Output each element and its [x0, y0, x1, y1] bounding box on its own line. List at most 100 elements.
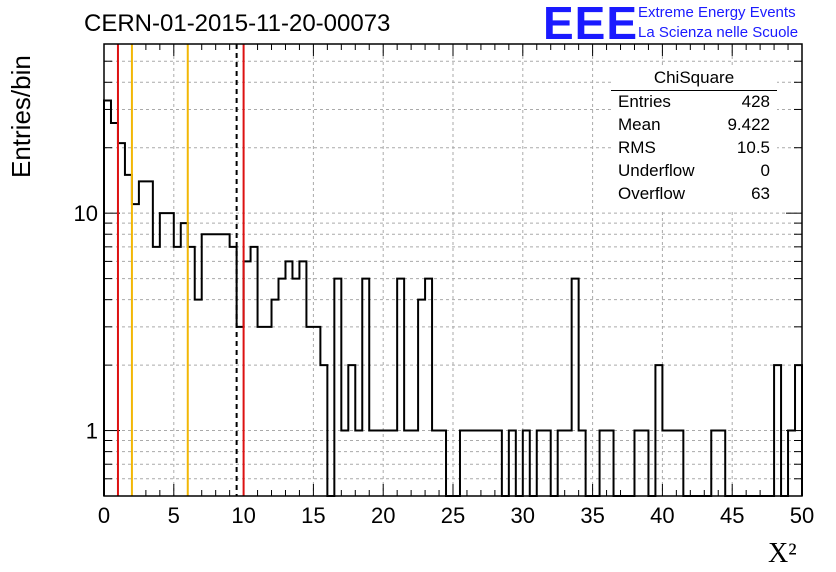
chart-title: CERN-01-2015-11-20-00073 — [84, 10, 391, 37]
histogram-bin — [153, 247, 160, 496]
histogram-bin — [655, 365, 662, 496]
histogram-bin — [537, 431, 544, 496]
histogram-bin — [711, 431, 718, 496]
stats-box: ChiSquare Entries 428 Mean 9.422 RMS 10.… — [611, 68, 777, 210]
histogram-bin — [439, 431, 446, 496]
histogram-bin — [579, 431, 586, 496]
histogram-bin — [662, 431, 669, 496]
histogram-bin — [160, 213, 167, 496]
histogram-bin — [418, 300, 425, 496]
stats-title: ChiSquare — [653, 68, 735, 87]
histogram-bin — [467, 431, 474, 496]
histogram-bin — [383, 431, 390, 496]
histogram-bin — [299, 261, 306, 496]
histogram-bin — [320, 365, 327, 496]
histogram-bin — [509, 431, 516, 496]
histogram-bin — [676, 431, 683, 496]
stats-row-underflow: Underflow 0 — [618, 161, 770, 184]
histogram-bin — [174, 247, 181, 496]
stats-value: 0 — [760, 161, 770, 180]
histogram-bin — [125, 175, 132, 496]
histogram-bin — [600, 431, 607, 496]
x-tick-label: 20 — [371, 503, 395, 528]
histogram-bin — [481, 431, 488, 496]
x-tick-label: 0 — [98, 503, 110, 528]
histogram-bin — [432, 431, 439, 496]
histogram-bin — [265, 327, 272, 496]
histogram-bin — [523, 431, 530, 496]
y-tick-label: 10 — [74, 201, 98, 226]
histogram-bin — [313, 327, 320, 496]
histogram-bin — [216, 234, 223, 496]
x-tick-label: 25 — [441, 503, 465, 528]
logo-subtitle-1: Extreme Energy Events — [638, 4, 796, 21]
histogram-bin — [488, 431, 495, 496]
histogram-bin — [774, 365, 781, 496]
histogram-bin — [607, 431, 614, 496]
stats-row-entries: Entries 428 — [618, 92, 770, 115]
y-axis-label: Entries/bin — [6, 55, 36, 178]
histogram-bin — [348, 365, 355, 496]
x-tick-label: 15 — [301, 503, 325, 528]
histogram-bin — [376, 431, 383, 496]
histogram-bin — [202, 234, 209, 496]
histogram-bin — [111, 123, 118, 496]
x-tick-label: 45 — [720, 503, 744, 528]
histogram-bin — [139, 181, 146, 496]
histogram-bin — [669, 431, 676, 496]
stats-value: 10.5 — [736, 138, 770, 157]
x-axis-label: X² — [768, 538, 797, 569]
x-tick-label: 5 — [168, 503, 180, 528]
plot-frame — [103, 43, 803, 497]
histogram-bin — [572, 279, 579, 496]
histogram-bin — [223, 234, 230, 496]
histogram-bin — [167, 213, 174, 496]
histogram-bin — [544, 431, 551, 496]
histogram-bin — [788, 431, 795, 496]
y-tick-label: 1 — [86, 419, 98, 444]
histogram-bin — [634, 431, 641, 496]
stats-key: Mean — [618, 115, 661, 134]
histogram-bin — [146, 181, 153, 496]
histogram-bin — [306, 327, 313, 496]
histogram-bin — [362, 279, 369, 496]
stats-key: Underflow — [618, 161, 695, 180]
stats-row-mean: Mean 9.422 — [618, 115, 770, 138]
eee-logo: EEE — [543, 0, 639, 49]
histogram-bin — [404, 431, 411, 496]
histogram-bin — [390, 431, 397, 496]
histogram-bin — [230, 247, 237, 496]
x-tick-label: 35 — [580, 503, 604, 528]
histogram-bin — [558, 431, 565, 496]
x-tick-label: 40 — [650, 503, 674, 528]
stats-title-rule — [611, 90, 777, 91]
stats-key: Overflow — [618, 184, 686, 203]
histogram-bin — [795, 365, 802, 496]
stats-value: 428 — [741, 92, 770, 111]
histogram-bin — [251, 247, 258, 496]
histogram-bin — [718, 431, 725, 496]
histogram-bin — [188, 247, 195, 496]
x-tick-label: 10 — [231, 503, 255, 528]
histogram-bin — [195, 300, 202, 496]
histogram-bin — [474, 431, 481, 496]
stats-value: 9.422 — [727, 115, 770, 134]
histogram-bin — [425, 279, 432, 496]
stats-row-rms: RMS 10.5 — [618, 138, 770, 161]
histogram-bin — [565, 431, 572, 496]
histogram-bin — [237, 327, 244, 496]
histogram-bin — [641, 431, 648, 496]
histogram-bin — [272, 300, 279, 496]
histogram-bin — [355, 431, 362, 496]
x-tick-label: 50 — [790, 503, 814, 528]
histogram-bin — [132, 204, 139, 496]
x-tick-label: 30 — [511, 503, 535, 528]
histogram-bin — [258, 327, 265, 496]
histogram-bin — [334, 279, 341, 496]
histogram-bin — [118, 143, 125, 496]
histogram-bin — [244, 261, 251, 496]
histogram-bin — [411, 431, 418, 496]
stats-key: Entries — [618, 92, 671, 111]
histogram-bin — [397, 279, 404, 496]
